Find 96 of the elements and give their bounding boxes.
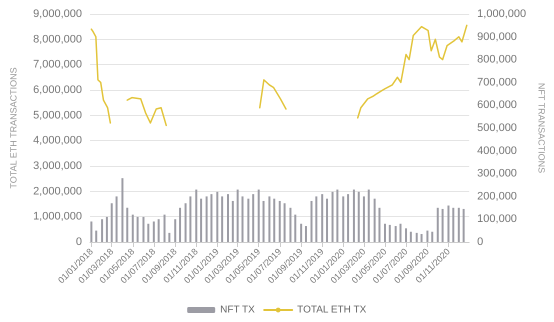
bar bbox=[221, 196, 224, 242]
y2-tick-label: 600,000 bbox=[477, 99, 517, 112]
bar bbox=[347, 194, 350, 242]
bar bbox=[420, 234, 423, 242]
bar bbox=[342, 196, 344, 242]
bar bbox=[152, 221, 155, 242]
bar bbox=[164, 214, 166, 242]
bar bbox=[304, 226, 307, 242]
bar bbox=[362, 196, 365, 242]
bar bbox=[210, 194, 212, 242]
bar bbox=[241, 196, 244, 242]
y2-tick-label: 900,000 bbox=[477, 30, 517, 43]
bar bbox=[336, 190, 338, 242]
y-axis-title: TOTAL ETH TRANSACTIONS bbox=[8, 67, 18, 189]
bar bbox=[394, 226, 397, 242]
bar bbox=[410, 232, 412, 242]
y-tick-label: 5,000,000 bbox=[33, 109, 82, 122]
bar bbox=[315, 196, 318, 242]
bar bbox=[388, 224, 391, 242]
bar bbox=[294, 214, 296, 242]
bar bbox=[101, 219, 104, 242]
y-tick-label: 2,000,000 bbox=[33, 185, 82, 198]
bar bbox=[268, 196, 270, 242]
y-tick-label: 6,000,000 bbox=[33, 84, 82, 96]
bar bbox=[258, 190, 260, 242]
legend-label: TOTAL ETH TX bbox=[297, 304, 367, 316]
bar bbox=[142, 216, 144, 242]
bar bbox=[184, 203, 187, 242]
bar bbox=[284, 203, 286, 242]
legend-label: NFT TX bbox=[220, 304, 256, 316]
bar bbox=[374, 198, 376, 242]
bar bbox=[110, 203, 113, 242]
y2-tick-label: 100,000 bbox=[477, 213, 517, 226]
y-tick-label: 0 bbox=[76, 236, 82, 248]
bar bbox=[247, 198, 250, 242]
bar bbox=[189, 196, 192, 242]
bar bbox=[442, 208, 444, 242]
bar bbox=[300, 224, 302, 242]
bar bbox=[158, 219, 160, 242]
bar bbox=[462, 208, 465, 242]
bar bbox=[168, 232, 170, 242]
bar bbox=[436, 208, 439, 242]
bar bbox=[95, 230, 98, 242]
y-tick-label: 4,000,000 bbox=[33, 134, 82, 147]
bar bbox=[426, 230, 428, 242]
bar bbox=[132, 214, 134, 242]
bar bbox=[400, 224, 402, 242]
bar bbox=[289, 208, 292, 242]
y2-tick-label: 300,000 bbox=[477, 168, 517, 180]
y2-tick-label: 200,000 bbox=[477, 190, 517, 202]
bar bbox=[273, 198, 276, 242]
bar bbox=[174, 219, 176, 242]
bar bbox=[384, 224, 386, 242]
bar bbox=[216, 192, 218, 242]
bar bbox=[352, 190, 355, 242]
bar bbox=[278, 200, 281, 242]
bar bbox=[232, 200, 234, 242]
bar bbox=[252, 194, 254, 242]
bar bbox=[452, 208, 454, 242]
y2-tick-label: 800,000 bbox=[477, 54, 517, 66]
bar bbox=[206, 196, 208, 242]
y2-tick-label: 1,000,000 bbox=[477, 8, 526, 20]
bar bbox=[358, 192, 360, 242]
y2-tick-label: 500,000 bbox=[477, 122, 517, 134]
y-tick-label: 1,000,000 bbox=[33, 210, 82, 223]
bar bbox=[262, 200, 265, 242]
bar bbox=[179, 208, 182, 242]
bar bbox=[121, 178, 124, 242]
bar bbox=[200, 198, 202, 242]
y2-tick-label: 700,000 bbox=[477, 76, 517, 88]
y-tick-label: 9,000,000 bbox=[33, 8, 82, 20]
bar bbox=[458, 208, 460, 242]
y-tick-label: 3,000,000 bbox=[33, 160, 82, 172]
bar bbox=[310, 200, 312, 242]
bar bbox=[236, 190, 239, 242]
bar bbox=[106, 216, 108, 242]
bar bbox=[90, 221, 92, 242]
bar bbox=[378, 208, 380, 242]
y-tick-label: 8,000,000 bbox=[33, 33, 82, 46]
bar bbox=[447, 206, 450, 242]
bar bbox=[136, 216, 139, 242]
y-tick-label: 7,000,000 bbox=[33, 58, 82, 71]
bar bbox=[227, 194, 230, 242]
y2-tick-label: 0 bbox=[477, 236, 484, 248]
y2-tick-label: 400,000 bbox=[477, 144, 517, 157]
bar bbox=[416, 232, 418, 242]
y2-axis-title: NFT TRANSACTIONS bbox=[536, 82, 546, 174]
bar bbox=[431, 232, 434, 242]
bar bbox=[326, 198, 328, 242]
bar bbox=[147, 224, 150, 242]
bar bbox=[405, 228, 408, 242]
bar bbox=[332, 192, 334, 242]
bar bbox=[116, 196, 118, 242]
bar bbox=[321, 194, 324, 242]
bar bbox=[368, 190, 370, 242]
bar bbox=[195, 190, 198, 242]
